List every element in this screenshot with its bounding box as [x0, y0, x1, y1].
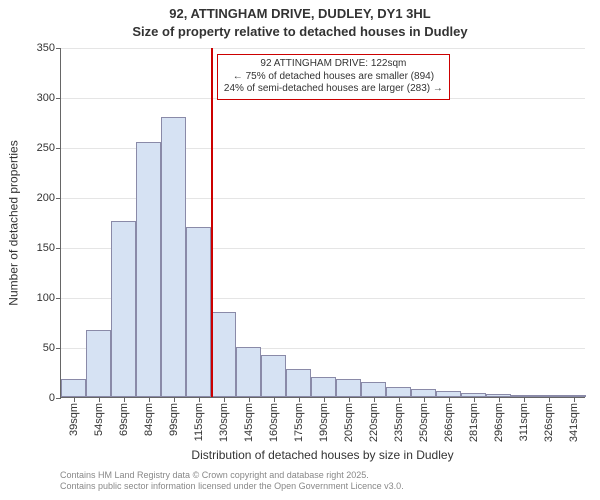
histogram-bar — [261, 355, 286, 397]
xtick-label: 326sqm — [543, 403, 555, 442]
histogram-bar — [361, 382, 386, 397]
xtick-mark — [574, 397, 575, 402]
histogram-bar — [86, 330, 111, 397]
ytick-mark — [56, 348, 61, 349]
xtick-mark — [124, 397, 125, 402]
xtick-mark — [449, 397, 450, 402]
histogram-bar — [386, 387, 411, 397]
xtick-label: 99sqm — [168, 403, 180, 436]
ytick-label: 200 — [37, 192, 55, 204]
chart-title-line2: Size of property relative to detached ho… — [0, 24, 600, 39]
xtick-label: 311sqm — [518, 403, 530, 441]
xtick-mark — [299, 397, 300, 402]
histogram-bar — [236, 347, 261, 397]
xtick-label: 190sqm — [318, 403, 330, 442]
histogram-bar — [286, 369, 311, 397]
ytick-label: 100 — [37, 292, 55, 304]
ytick-mark — [56, 248, 61, 249]
xtick-label: 130sqm — [218, 403, 230, 442]
xtick-label: 205sqm — [343, 403, 355, 442]
marker-annotation-line: 92 ATTINGHAM DRIVE: 122sqm — [224, 58, 443, 71]
ytick-label: 150 — [37, 242, 55, 254]
ytick-mark — [56, 148, 61, 149]
xtick-label: 250sqm — [418, 403, 430, 442]
ytick-label: 350 — [37, 42, 55, 54]
xtick-label: 145sqm — [243, 403, 255, 442]
xtick-label: 39sqm — [68, 403, 80, 436]
histogram-bar — [411, 389, 436, 397]
xtick-mark — [249, 397, 250, 402]
xtick-label: 296sqm — [493, 403, 505, 442]
xtick-mark — [374, 397, 375, 402]
xtick-mark — [99, 397, 100, 402]
ytick-mark — [56, 298, 61, 299]
xtick-label: 115sqm — [193, 403, 205, 441]
histogram-bar — [111, 221, 136, 397]
xtick-mark — [224, 397, 225, 402]
ytick-label: 250 — [37, 142, 55, 154]
chart-title-line1: 92, ATTINGHAM DRIVE, DUDLEY, DY1 3HL — [0, 6, 600, 21]
ytick-label: 50 — [43, 342, 55, 354]
xtick-mark — [349, 397, 350, 402]
gridline — [61, 48, 585, 49]
xtick-mark — [274, 397, 275, 402]
xtick-label: 69sqm — [118, 403, 130, 436]
xtick-mark — [399, 397, 400, 402]
xtick-label: 84sqm — [143, 403, 155, 436]
x-axis-label: Distribution of detached houses by size … — [60, 448, 585, 462]
xtick-label: 54sqm — [93, 403, 105, 436]
plot-area: 05010015020025030035039sqm54sqm69sqm84sq… — [60, 48, 585, 398]
xtick-label: 281sqm — [468, 403, 480, 442]
xtick-label: 160sqm — [268, 403, 280, 442]
ytick-mark — [56, 98, 61, 99]
histogram-bar — [311, 377, 336, 397]
marker-line — [211, 48, 213, 397]
ytick-mark — [56, 398, 61, 399]
xtick-label: 175sqm — [293, 403, 305, 442]
histogram-bar — [61, 379, 86, 397]
xtick-mark — [324, 397, 325, 402]
marker-annotation: 92 ATTINGHAM DRIVE: 122sqm← 75% of detac… — [217, 54, 450, 100]
marker-annotation-line: 24% of semi-detached houses are larger (… — [224, 83, 443, 96]
xtick-label: 266sqm — [443, 403, 455, 442]
xtick-mark — [74, 397, 75, 402]
xtick-label: 235sqm — [393, 403, 405, 442]
xtick-mark — [199, 397, 200, 402]
ytick-mark — [56, 198, 61, 199]
ytick-label: 300 — [37, 92, 55, 104]
xtick-mark — [524, 397, 525, 402]
histogram-bar — [186, 227, 211, 397]
chart-container: 92, ATTINGHAM DRIVE, DUDLEY, DY1 3HL Siz… — [0, 0, 600, 500]
histogram-bar — [211, 312, 236, 397]
histogram-bar — [136, 142, 161, 397]
histogram-bar — [336, 379, 361, 397]
xtick-mark — [149, 397, 150, 402]
xtick-mark — [474, 397, 475, 402]
ytick-mark — [56, 48, 61, 49]
y-axis-label: Number of detached properties — [6, 48, 22, 398]
ytick-label: 0 — [49, 392, 55, 404]
y-axis-label-text: Number of detached properties — [7, 140, 21, 305]
attribution-text: Contains HM Land Registry data © Crown c… — [60, 470, 585, 492]
marker-annotation-line: ← 75% of detached houses are smaller (89… — [224, 71, 443, 84]
xtick-mark — [499, 397, 500, 402]
xtick-mark — [174, 397, 175, 402]
xtick-label: 220sqm — [368, 403, 380, 442]
xtick-label: 341sqm — [568, 403, 580, 442]
histogram-bar — [161, 117, 186, 397]
xtick-mark — [424, 397, 425, 402]
attribution-line2: Contains public sector information licen… — [60, 481, 585, 492]
xtick-mark — [549, 397, 550, 402]
attribution-line1: Contains HM Land Registry data © Crown c… — [60, 470, 585, 481]
